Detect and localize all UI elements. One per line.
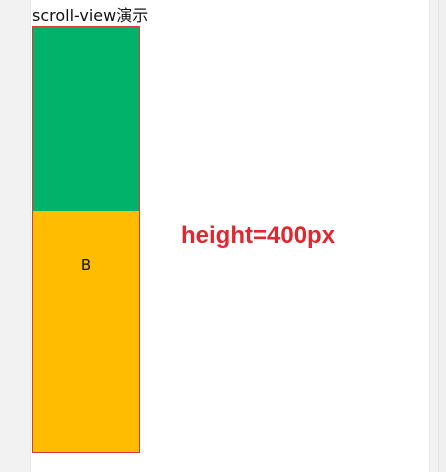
page-container: scroll-view演示 B height=400px [30, 0, 430, 472]
page-title: scroll-view演示 [32, 7, 148, 25]
scroll-view[interactable]: B [32, 26, 140, 453]
scroll-item-b: B [33, 211, 139, 453]
height-annotation: height=400px [181, 222, 335, 250]
scroll-item-b-label: B [81, 256, 91, 453]
scroll-item-a [33, 27, 139, 211]
window-scrollbar[interactable] [438, 0, 446, 472]
